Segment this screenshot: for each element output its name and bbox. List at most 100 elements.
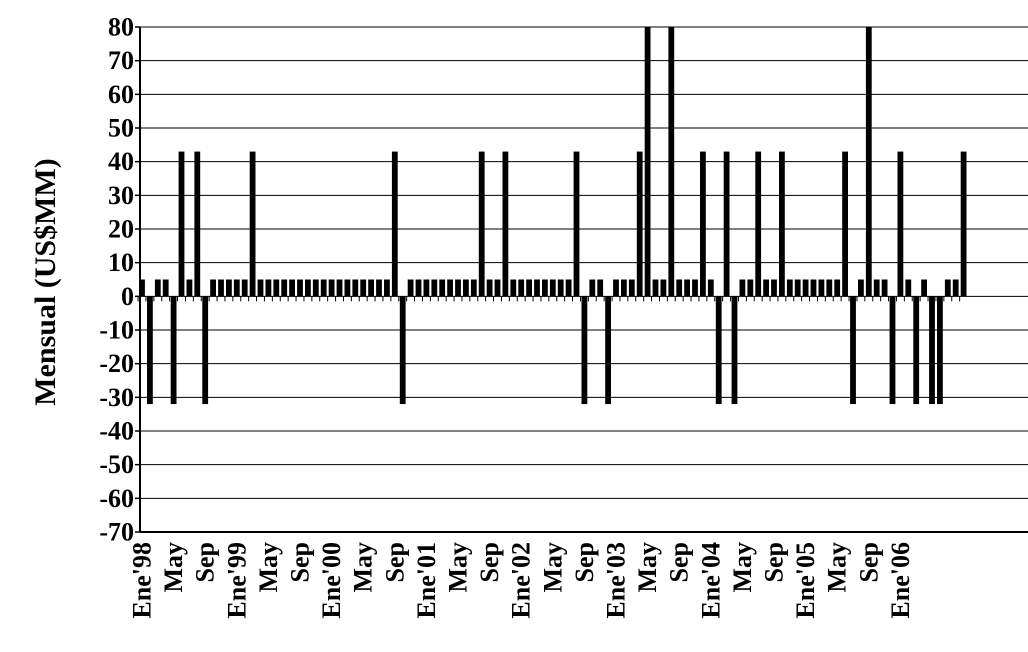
bar-15 <box>257 279 264 297</box>
bar-64 <box>644 27 651 297</box>
bar-101 <box>937 296 943 405</box>
bar-1 <box>147 296 153 405</box>
bar-69 <box>684 279 690 297</box>
x-tick-label-16: May <box>633 542 662 593</box>
y-tick-label-8: 0 <box>121 282 134 311</box>
x-tick-label-3: Ene'99 <box>222 542 251 619</box>
bar-0 <box>139 279 145 297</box>
bar-47 <box>510 279 517 297</box>
bar-58 <box>597 279 604 297</box>
axes <box>135 26 1028 533</box>
bar-26 <box>344 279 351 297</box>
x-tick-label-13: May <box>538 542 567 593</box>
bar-10 <box>218 279 224 297</box>
y-tick-label-3: 50 <box>108 114 134 143</box>
bar-14 <box>249 151 256 297</box>
bar-36 <box>423 279 430 297</box>
bar-50 <box>534 279 540 297</box>
bar-38 <box>439 279 446 297</box>
bar-67 <box>668 27 675 297</box>
bar-33 <box>399 296 406 405</box>
bar-81 <box>779 151 785 297</box>
bar-54 <box>565 279 572 297</box>
bar-43 <box>478 151 485 297</box>
x-tick-label-7: May <box>349 542 378 593</box>
bar-25 <box>336 279 343 297</box>
bar-66 <box>660 279 667 297</box>
bar-48 <box>518 279 525 297</box>
x-tick-label-2: Sep <box>191 542 220 582</box>
bar-44 <box>486 279 493 297</box>
bar-72 <box>707 279 714 297</box>
bar-95 <box>889 296 896 405</box>
bar-3 <box>162 279 169 297</box>
y-tick-label-5: 30 <box>108 181 134 210</box>
bar-86 <box>818 279 825 297</box>
y-tick-label-4: 40 <box>108 147 134 176</box>
bar-90 <box>850 296 856 405</box>
bar-92 <box>865 27 872 297</box>
bar-11 <box>226 279 232 297</box>
x-tick-label-0: Ene'98 <box>128 542 157 619</box>
bar-77 <box>747 279 754 297</box>
bar-56 <box>581 296 588 405</box>
bar-57 <box>589 279 596 297</box>
bar-79 <box>763 279 769 297</box>
y-tick-label-14: -60 <box>99 484 134 513</box>
y-axis-title: Mensual (US$MM) <box>29 158 62 405</box>
x-tick-label-19: May <box>728 542 757 593</box>
bar-99 <box>921 279 927 297</box>
bar-40 <box>455 279 461 297</box>
bar-80 <box>771 279 777 297</box>
bar-39 <box>447 279 453 297</box>
bar-35 <box>415 279 422 297</box>
y-tick-label-1: 70 <box>108 46 134 75</box>
y-tick-label-15: -70 <box>99 518 134 547</box>
bar-7 <box>194 151 201 297</box>
bar-5 <box>178 151 185 297</box>
x-tick-label-1: May <box>159 542 188 593</box>
bar-28 <box>360 279 367 297</box>
bar-18 <box>281 279 288 297</box>
bar-24 <box>328 279 335 297</box>
bar-22 <box>312 279 319 297</box>
bar-32 <box>391 151 398 297</box>
bar-100 <box>929 296 935 405</box>
x-tick-label-12: Ene'02 <box>507 542 536 619</box>
bar-102 <box>944 279 951 297</box>
bar-42 <box>470 279 477 297</box>
x-tick-label-24: Ene'06 <box>886 542 915 619</box>
bar-17 <box>273 279 280 297</box>
bar-45 <box>494 279 501 297</box>
x-tick-label-20: Sep <box>760 542 789 582</box>
bar-9 <box>210 279 216 297</box>
y-tick-label-6: 20 <box>108 215 134 244</box>
bar-16 <box>265 279 272 297</box>
bar-91 <box>858 279 864 297</box>
bar-2 <box>154 279 161 297</box>
bar-68 <box>676 279 683 297</box>
bar-53 <box>557 279 564 297</box>
bar-20 <box>297 279 303 297</box>
bar-27 <box>352 279 359 297</box>
y-tick-label-12: -40 <box>99 417 134 446</box>
bar-60 <box>613 279 619 297</box>
bar-61 <box>621 279 627 297</box>
bar-85 <box>810 279 817 297</box>
bar-59 <box>605 296 611 405</box>
gridlines <box>140 26 1028 533</box>
x-tick-label-11: Sep <box>475 542 504 582</box>
x-tick-label-10: May <box>444 542 473 593</box>
y-tick-label-10: -20 <box>99 349 134 378</box>
x-tick-label-8: Sep <box>380 542 409 582</box>
bar-93 <box>873 279 880 297</box>
bar-70 <box>692 279 698 297</box>
bar-30 <box>376 279 382 297</box>
bar-71 <box>700 151 706 297</box>
x-tick-label-14: Sep <box>570 542 599 582</box>
bar-82 <box>786 279 793 297</box>
y-tick-label-13: -50 <box>99 450 134 479</box>
bar-41 <box>463 279 469 297</box>
x-tick-label-18: Ene'04 <box>696 542 725 619</box>
x-tick-labels: Ene'98 May Sep Ene'99 May Sep Ene'00 May Sep Ene'… <box>128 542 915 619</box>
